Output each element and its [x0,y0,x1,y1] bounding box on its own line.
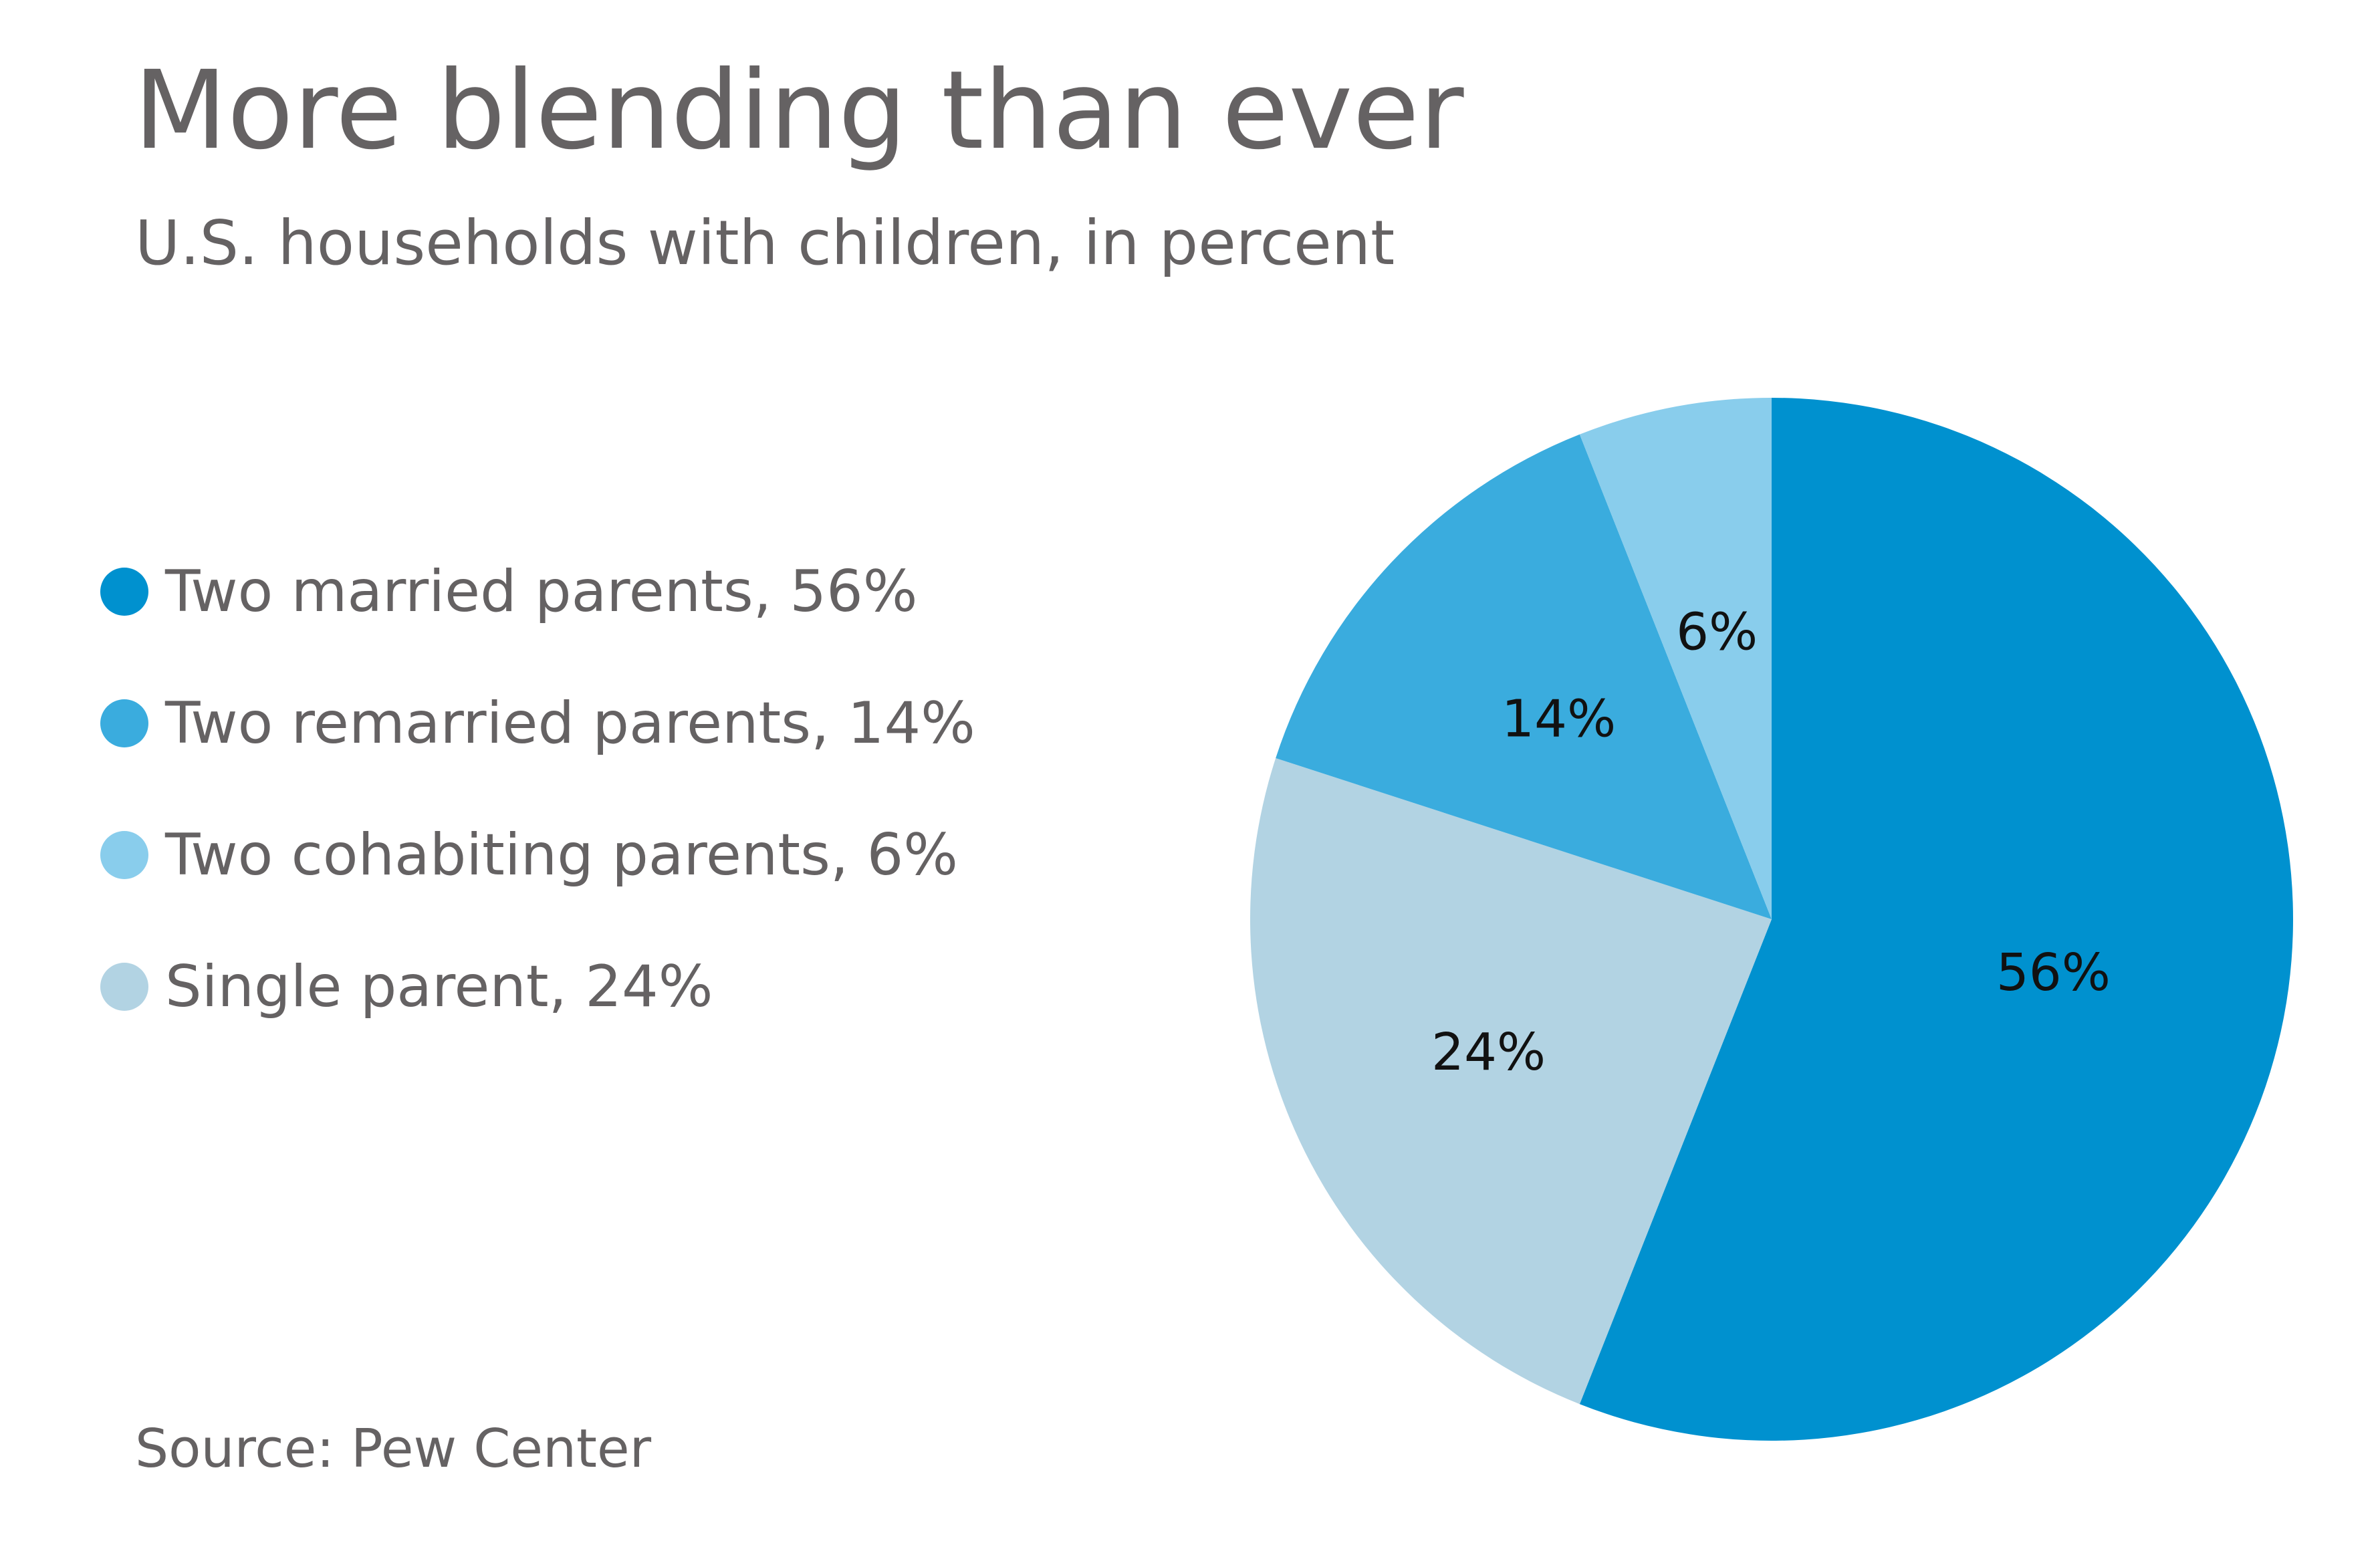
pie-label-two-cohabiting-parents: 6% [1676,602,1758,662]
legend-item-two-cohabiting: Two cohabiting parents, 6% [100,818,958,892]
chart-subtitle: U.S. households with children, in percen… [135,207,1395,279]
source-note: Source: Pew Center [135,1418,652,1479]
chart-title: More blending than ever [134,48,1464,174]
legend-swatch-two-married [100,568,148,616]
legend-label-two-cohabiting: Two cohabiting parents, 6% [165,822,959,888]
legend-label-two-remarried: Two remarried parents, 14% [165,690,975,757]
legend-label-two-married: Two married parents, 56% [165,558,918,625]
pie-label-single-parent: 24% [1431,1023,1546,1082]
legend-label-single-parent: Single parent, 24% [165,953,713,1020]
legend-item-two-remarried: Two remarried parents, 14% [100,687,975,760]
legend-item-single-parent: Single parent, 24% [100,950,713,1024]
pie-slice-two-remarried-parents [1276,434,1772,919]
pie-label-two-married-parents: 56% [1996,943,2111,1003]
legend-swatch-single-parent [100,963,148,1011]
legend-item-two-married: Two married parents, 56% [100,555,918,628]
pie-slice-single-parent [1250,757,1772,1405]
pie-slice-two-cohabiting-parents [1579,398,1772,919]
legend-swatch-two-remarried [100,699,148,747]
pie-slice-two-married-parents [1579,398,2293,1441]
legend-swatch-two-cohabiting [100,831,148,879]
pie-label-two-remarried-parents: 14% [1502,689,1616,749]
